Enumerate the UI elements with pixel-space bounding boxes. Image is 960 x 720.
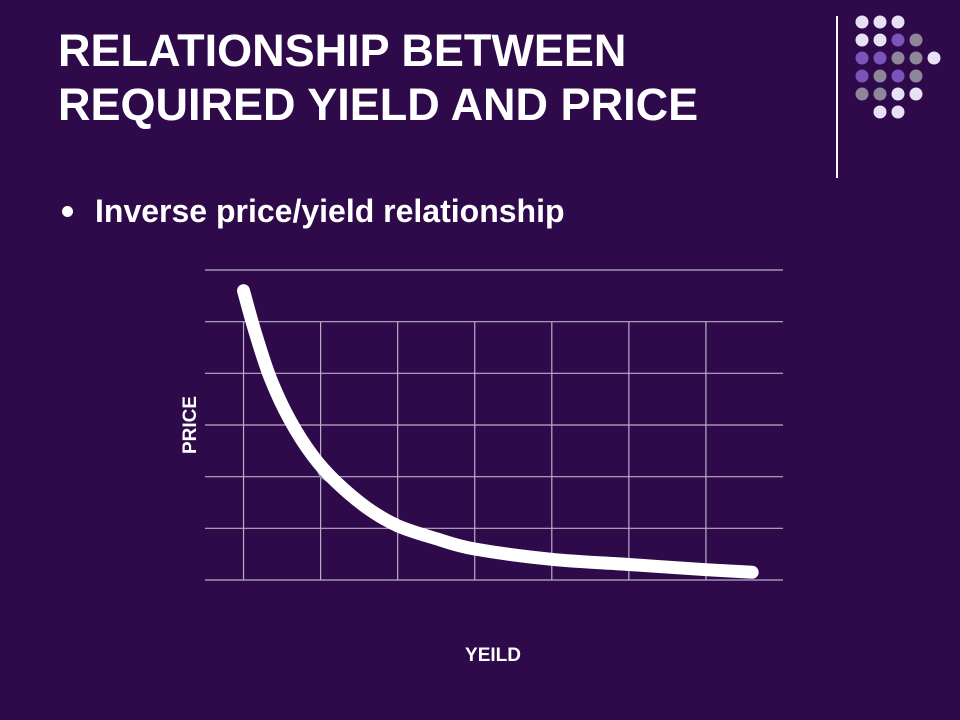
decorative-dot	[909, 87, 923, 101]
title-line-2: REQUIRED YIELD AND PRICE	[58, 79, 699, 130]
bullet-item: Inverse price/yield relationship	[62, 190, 565, 232]
decorative-dot	[891, 105, 905, 119]
decorative-dot	[909, 51, 923, 65]
decorative-dot	[873, 15, 887, 29]
y-axis-label: PRICE	[180, 396, 201, 454]
decorative-dot	[855, 87, 869, 101]
decorative-dot	[909, 69, 923, 83]
decorative-dot	[855, 69, 869, 83]
decorative-dot	[873, 51, 887, 65]
decorative-dot	[873, 105, 887, 119]
chart-grid	[205, 269, 783, 581]
slide-title: RELATIONSHIP BETWEEN REQUIRED YIELD AND …	[58, 24, 818, 132]
decorative-dot	[855, 33, 869, 47]
bullet-text: Inverse price/yield relationship	[95, 193, 565, 229]
decorative-dot	[873, 69, 887, 83]
title-line-1: RELATIONSHIP BETWEEN	[58, 25, 627, 76]
decorative-dot	[927, 51, 941, 65]
price-yield-curve	[237, 284, 759, 579]
decorative-dot	[891, 15, 905, 29]
decorative-dot	[891, 51, 905, 65]
decorative-dot	[909, 33, 923, 47]
decorative-dot	[891, 33, 905, 47]
x-axis-label: YEILD	[465, 645, 521, 666]
header-divider	[836, 16, 838, 178]
decorative-dot	[873, 33, 887, 47]
bullet-icon	[62, 205, 73, 217]
decorative-dot-grid	[855, 15, 941, 119]
decorative-dot	[891, 69, 905, 83]
decorative-dot	[891, 87, 905, 101]
decorative-dot	[855, 51, 869, 65]
decorative-dot	[855, 15, 869, 29]
decorative-dot	[873, 87, 887, 101]
